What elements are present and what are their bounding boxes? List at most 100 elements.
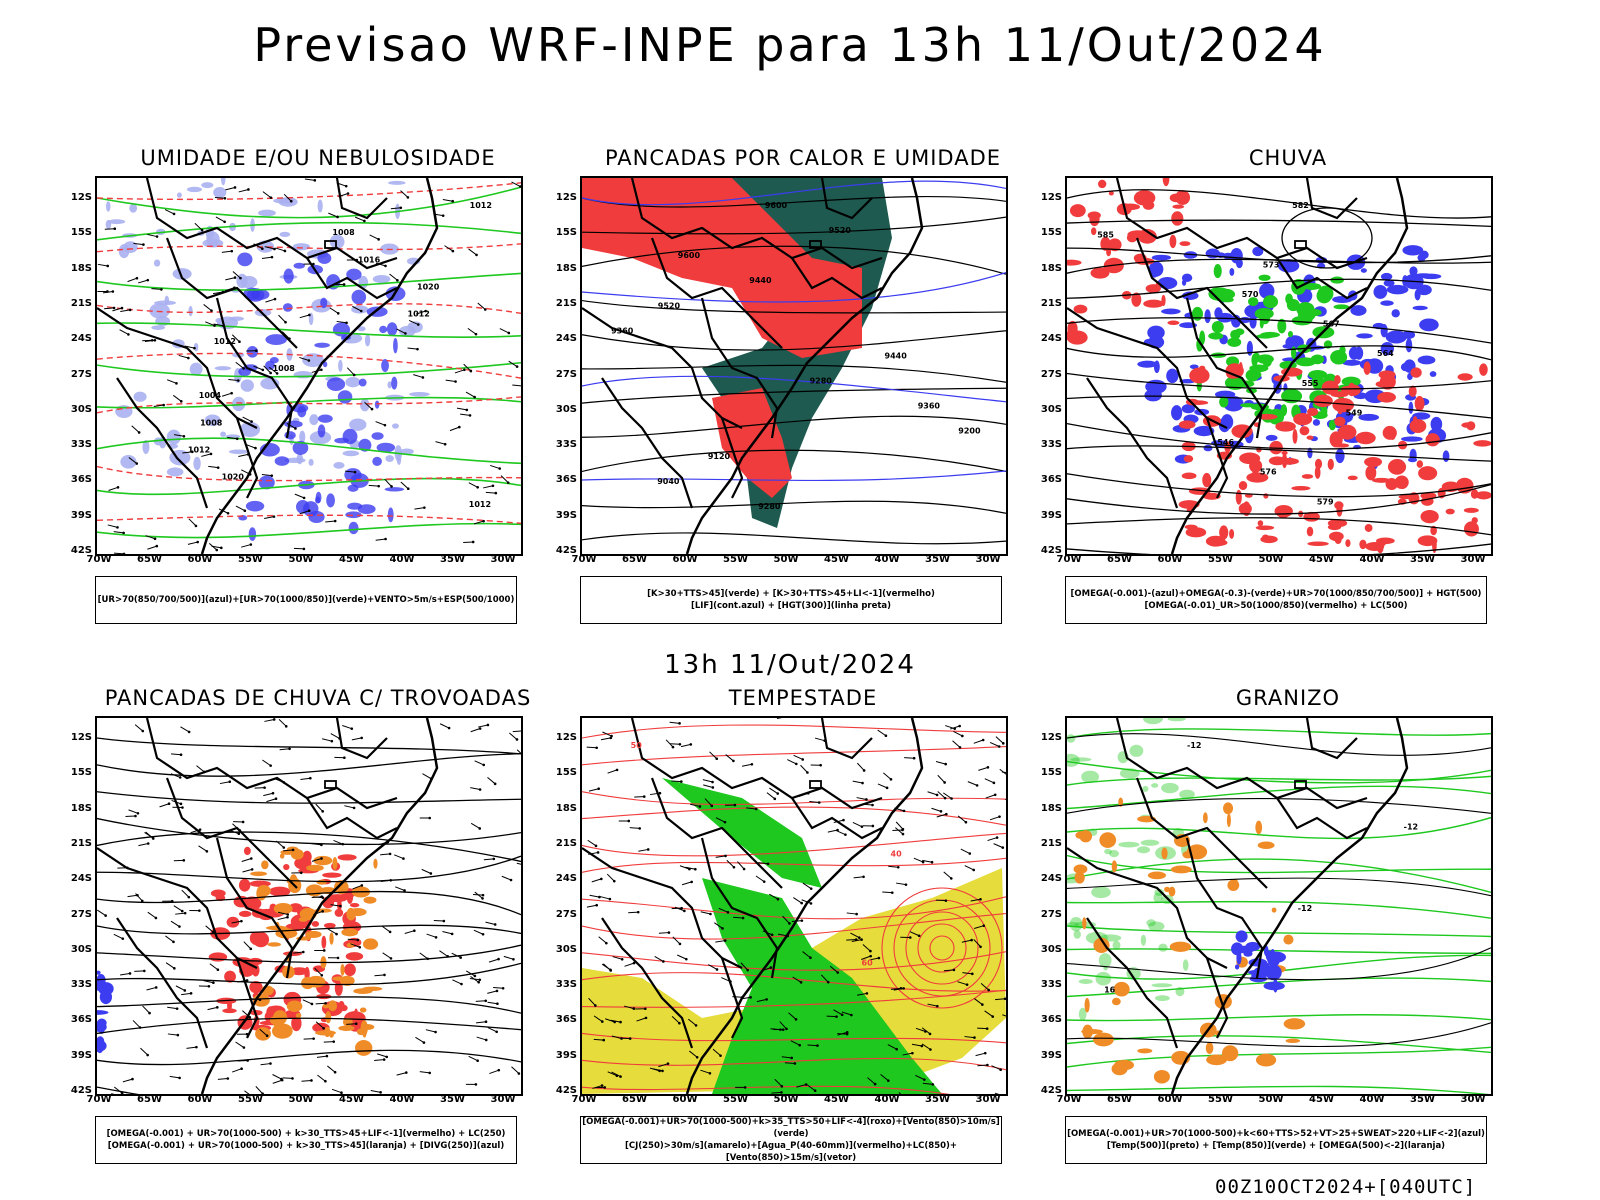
- wind-vector-head: [320, 368, 323, 372]
- field-patch: [345, 952, 364, 961]
- wind-vector: [325, 520, 336, 523]
- wind-vector: [330, 904, 341, 907]
- field-patch: [346, 268, 362, 281]
- field-patch: [265, 334, 287, 345]
- wind-vector-head: [363, 219, 366, 223]
- wind-vector-head: [454, 380, 457, 383]
- wind-vector: [846, 939, 857, 941]
- field-patch: [344, 963, 356, 977]
- wind-vector: [512, 730, 521, 733]
- lat-tick-label: 39S: [1040, 509, 1062, 521]
- wind-vector-head: [721, 927, 724, 930]
- wind-vector-head: [233, 186, 237, 189]
- field-patch: [1259, 311, 1271, 325]
- wind-vector: [487, 777, 496, 785]
- field-patch: [1306, 435, 1314, 440]
- field-patch: [283, 268, 294, 284]
- wind-vector-head: [346, 192, 350, 195]
- lat-axis: 12S 15S 18S 21S 24S 27S 30S 33S 36S 39S 42S: [1028, 716, 1064, 1096]
- capital-marker: [1294, 780, 1307, 789]
- contour-label: 9600: [765, 201, 788, 210]
- contour-line: [582, 896, 1006, 920]
- field-patch: [1321, 380, 1339, 395]
- wind-vector: [927, 1003, 938, 1007]
- wind-vector: [624, 962, 635, 967]
- wind-vector-head: [993, 793, 997, 797]
- wind-vector-head: [904, 883, 908, 886]
- field-patch: [372, 274, 391, 284]
- lat-tick-label: 36S: [555, 474, 577, 486]
- wind-vector-head: [321, 896, 325, 899]
- lon-tick-label: 65W: [622, 1094, 647, 1105]
- lon-tick-label: 35W: [925, 1094, 950, 1105]
- wind-vector-head: [493, 782, 497, 786]
- contour-label: 1012: [469, 500, 491, 509]
- legend-box: [OMEGA(-0.001)+UR>70(1000-500)+k>35_TTS>…: [580, 1116, 1002, 1164]
- wind-vector-head: [858, 936, 861, 939]
- field-patch: [1292, 429, 1298, 444]
- wind-vector: [419, 952, 429, 960]
- state-border: [97, 307, 258, 429]
- field-patch: [1430, 416, 1443, 432]
- wind-vector: [709, 751, 718, 760]
- field-patch: [1168, 886, 1176, 897]
- field-patch: [256, 884, 271, 897]
- state-border: [335, 718, 388, 760]
- wind-vector-head: [434, 936, 438, 939]
- field-patch: [1142, 718, 1164, 725]
- contour-line: [582, 791, 1006, 806]
- wind-vector-head: [447, 726, 451, 730]
- field-patch: [284, 420, 303, 428]
- field-patch: [1377, 391, 1396, 403]
- contour-label: 576: [1260, 468, 1277, 477]
- wind-vector: [937, 791, 946, 799]
- field-patch: [1263, 493, 1269, 499]
- wind-vector: [282, 331, 290, 340]
- lon-axis: 70W 65W 60W 55W 50W 45W 40W 35W 30W: [1057, 1094, 1489, 1108]
- wind-vector-head: [798, 1043, 802, 1047]
- wind-vector-head: [320, 857, 323, 860]
- wind-vector-head: [359, 309, 363, 313]
- contour-label: 9520: [658, 301, 681, 310]
- field-patch: [1329, 431, 1343, 448]
- lat-tick-label: 24S: [555, 873, 577, 885]
- wind-vector: [422, 773, 432, 780]
- state-border: [165, 237, 298, 349]
- wind-vector: [113, 933, 123, 940]
- wind-vector: [241, 858, 252, 862]
- field-patch: [306, 864, 324, 872]
- wind-vector: [346, 1023, 357, 1025]
- wind-vector-head: [781, 1028, 785, 1031]
- field-patch: [99, 989, 113, 1005]
- wind-vector: [315, 1002, 326, 1005]
- wind-vector: [624, 1005, 634, 1010]
- wind-vector: [112, 307, 123, 312]
- contour-label: 9360: [918, 402, 941, 411]
- field-patch: [1330, 350, 1348, 365]
- wind-vector: [911, 1043, 922, 1047]
- wind-vector: [261, 473, 272, 477]
- wind-vector: [766, 792, 776, 800]
- wind-vector: [374, 1059, 385, 1061]
- field-patch: [1255, 334, 1274, 339]
- wind-vector: [679, 865, 690, 870]
- field-patch: [322, 361, 328, 368]
- wind-vector: [516, 749, 521, 755]
- wind-vector-head: [383, 423, 387, 427]
- wind-vector-head: [908, 936, 912, 939]
- contour-line: [1067, 1085, 1490, 1094]
- field-patch: [151, 325, 166, 330]
- contour-line: [97, 303, 521, 315]
- field-patch: [387, 507, 394, 523]
- wind-vector-head: [793, 1062, 797, 1065]
- wind-vector-head: [865, 798, 868, 801]
- field-patch: [1265, 964, 1282, 981]
- wind-vector: [715, 817, 726, 823]
- wind-vector: [921, 1043, 931, 1050]
- wind-vector: [259, 1028, 268, 1037]
- lon-tick-label: 70W: [86, 554, 112, 565]
- wind-vector-head: [320, 843, 323, 847]
- field-patch: [1164, 886, 1171, 893]
- field-patch: [1078, 1007, 1087, 1021]
- field-patch: [279, 231, 291, 237]
